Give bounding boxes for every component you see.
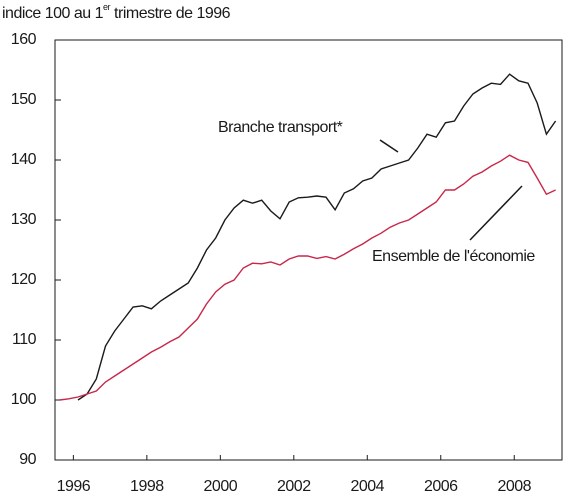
x-tick-label: 2008 [497, 478, 531, 495]
y-tick-label: 120 [11, 271, 37, 288]
y-tick-label: 90 [19, 451, 36, 468]
x-tick-label: 1996 [57, 478, 91, 495]
chart-title: indice 100 au 1er trimestre de 1996 [2, 2, 231, 22]
y-tick-label: 130 [11, 211, 37, 228]
series-line [59, 154, 556, 401]
series-line [77, 73, 557, 401]
y-tick-label: 140 [11, 151, 37, 168]
x-tick-label: 2004 [350, 478, 384, 495]
leader-line [379, 139, 399, 153]
series-label: Ensemble de l'économie [372, 248, 535, 265]
y-tick-label: 150 [11, 91, 37, 108]
title-part: indice 100 au 1 [2, 5, 104, 22]
title-superscript: er [103, 2, 111, 12]
x-tick-label: 1998 [130, 478, 164, 495]
leader-line [469, 185, 523, 241]
title-part: trimestre de 1996 [114, 5, 231, 22]
y-tick-label: 110 [12, 331, 37, 348]
y-tick-label: 100 [11, 391, 37, 408]
x-tick-label: 2002 [277, 478, 311, 495]
x-tick-label: 2000 [204, 478, 238, 495]
series-label: Branche transport* [218, 119, 343, 136]
plot-frame [54, 39, 563, 461]
x-tick-label: 2006 [424, 478, 458, 495]
y-tick-label: 160 [11, 31, 37, 48]
